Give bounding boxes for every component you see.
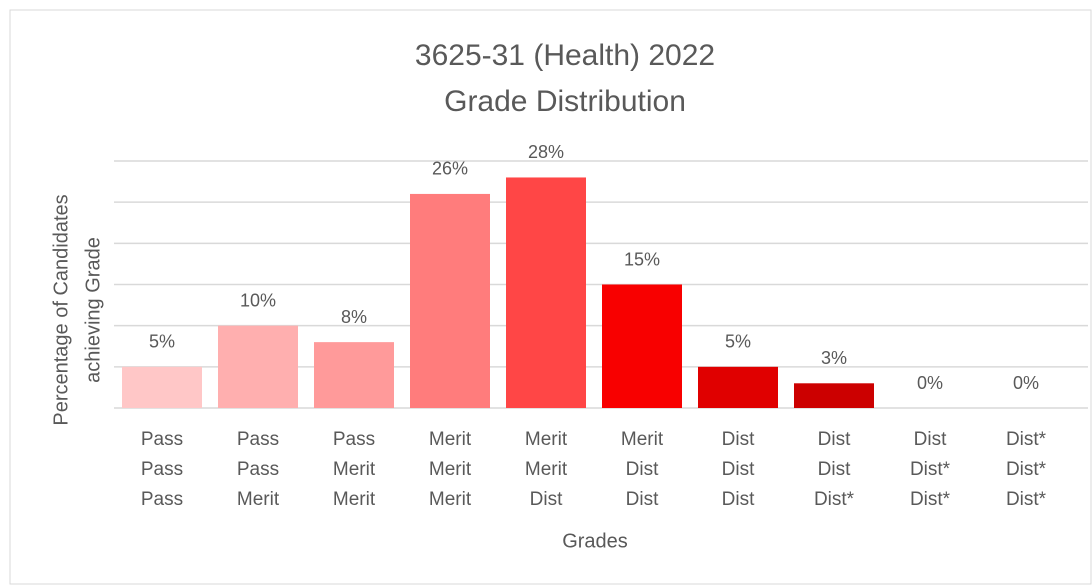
bar [698,366,778,408]
x-tick-label: Pass [141,489,183,510]
x-tick-label: Dist* [1006,429,1047,450]
x-tick-label: Merit [429,429,472,450]
x-tick-label: Pass [141,429,183,450]
bar [314,342,394,408]
data-label: 28% [528,142,564,162]
data-label: 0% [917,373,943,393]
x-tick-label: Dist [818,459,851,480]
x-tick-label: Pass [237,429,279,450]
x-tick-label: Dist [626,459,659,480]
data-label: 10% [240,290,276,310]
bar [410,193,490,408]
x-axis-label: Grades [562,530,628,552]
data-label: 5% [725,332,751,352]
data-label: 15% [624,249,660,269]
x-tick-label: Dist* [814,489,855,510]
x-tick-label: Dist [626,489,659,510]
x-tick-label: Merit [621,429,664,450]
bar [794,383,874,408]
x-tick-label: Dist [914,429,947,450]
x-tick-label: Merit [525,429,568,450]
x-tick-label: Pass [141,459,183,480]
y-axis-label: achieving Grade [82,237,104,383]
x-tick-label: Merit [333,489,376,510]
x-tick-label: Dist* [1006,459,1047,480]
y-axis-label: Percentage of Candidates [50,194,72,425]
x-tick-label: Dist [722,459,755,480]
x-tick-label: Dist [530,489,563,510]
data-label: 5% [149,332,175,352]
data-label: 26% [432,159,468,179]
x-tick-label: Dist* [1006,489,1047,510]
x-tick-label: Pass [237,459,279,480]
data-label: 8% [341,307,367,327]
x-tick-label: Merit [429,459,472,480]
bar [218,325,298,408]
x-tick-label: Dist [722,429,755,450]
bar [602,284,682,408]
x-tick-label: Merit [237,489,280,510]
x-tick-label: Dist [722,489,755,510]
x-tick-label: Pass [333,429,375,450]
x-tick-label: Dist* [910,489,951,510]
chart-title: 3625-31 (Health) 2022 [415,39,715,72]
data-label: 0% [1013,373,1039,393]
x-tick-label: Dist [818,429,851,450]
bar [122,366,202,408]
data-label: 3% [821,348,847,368]
x-tick-label: Dist* [910,459,951,480]
bar [506,177,586,408]
x-tick-label: Merit [429,489,472,510]
x-tick-label: Merit [525,459,568,480]
x-tick-label: Merit [333,459,376,480]
chart-title: Grade Distribution [444,85,686,118]
